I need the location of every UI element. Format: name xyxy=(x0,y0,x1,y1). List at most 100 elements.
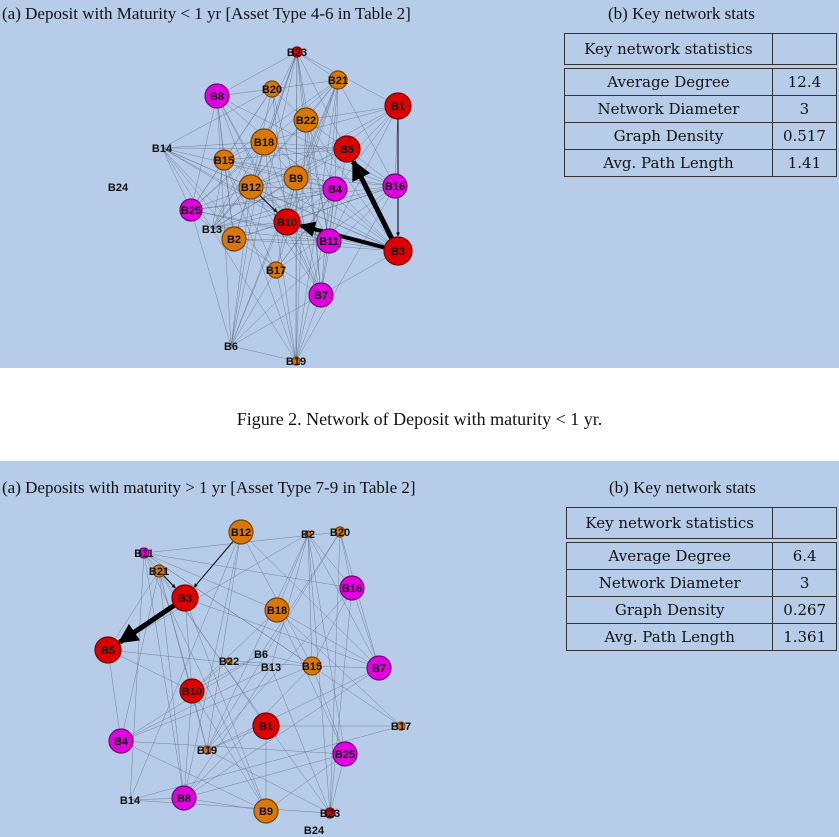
node-label: B4 xyxy=(114,736,129,748)
graph-edge xyxy=(334,188,399,252)
node-b16: B16 xyxy=(339,575,365,601)
node-circle xyxy=(213,149,235,171)
panel-2-title-a: (a) Deposits with maturity > 1 yr [Asset… xyxy=(2,478,416,497)
graph-edge xyxy=(260,531,341,655)
node-b11: B11 xyxy=(316,228,342,254)
graph-edge xyxy=(295,119,307,362)
graph-edge xyxy=(334,79,339,190)
graph-edge xyxy=(107,570,160,651)
node-label: B10 xyxy=(182,686,202,698)
node-b12: B12 xyxy=(238,174,264,200)
node-b7: B7 xyxy=(366,655,392,681)
graph-edge xyxy=(143,552,402,727)
graph-edge xyxy=(183,531,242,799)
graph-edge xyxy=(183,690,193,799)
node-label: B25 xyxy=(181,205,201,217)
directed-edge-B12-B10 xyxy=(259,195,278,213)
node-b4: B4 xyxy=(108,728,134,754)
figure-caption: Figure 2. Network of Deposit with maturi… xyxy=(236,409,603,429)
graph-edge xyxy=(183,753,346,799)
node-b14: B14 xyxy=(120,795,141,807)
node-label: B19 xyxy=(197,745,217,757)
graph-edge xyxy=(276,609,402,727)
node-label: B17 xyxy=(391,721,411,733)
node-label: B16 xyxy=(342,583,362,595)
graph-edge xyxy=(216,95,288,223)
node-label: B20 xyxy=(262,84,282,96)
graph-edge xyxy=(161,147,252,188)
stats-label: Graph Density xyxy=(564,122,773,150)
node-circle xyxy=(334,526,346,538)
stats-value: 3 xyxy=(771,95,838,123)
node-label: B24 xyxy=(304,825,325,837)
stats-value: 1.41 xyxy=(771,149,838,177)
node-circle xyxy=(108,728,134,754)
node-b13: B13 xyxy=(261,662,281,674)
graph-edge xyxy=(270,666,331,814)
node-circle xyxy=(396,721,406,731)
node-b2: B2 xyxy=(221,226,247,252)
directed-edge-B3-B10 xyxy=(298,221,385,250)
graph-edge xyxy=(211,177,297,230)
graph-edge xyxy=(230,185,396,347)
graph-edge xyxy=(223,159,235,240)
node-b23: B23 xyxy=(287,46,307,59)
graph-edge xyxy=(190,141,265,211)
node-circle xyxy=(308,282,334,308)
graph-edge xyxy=(211,79,339,230)
stats-value: 1.361 xyxy=(772,623,837,651)
graph-edge xyxy=(223,159,297,362)
graph-edge xyxy=(263,141,336,190)
graph-edge xyxy=(296,51,330,242)
graph-edge xyxy=(295,177,399,252)
node-b20: B20 xyxy=(330,526,350,539)
node-label: B4 xyxy=(328,184,343,196)
stats-label: Average Degree xyxy=(564,68,773,96)
node-label: B14 xyxy=(120,795,141,807)
graph-edge xyxy=(206,667,380,751)
node-circle xyxy=(304,530,312,538)
node-circle xyxy=(252,712,280,740)
graph-edge xyxy=(311,587,353,667)
graph-edge xyxy=(190,185,396,211)
graph-edge xyxy=(263,141,348,150)
graph-edge xyxy=(143,552,185,799)
node-b23: B23 xyxy=(320,807,340,820)
node-circle xyxy=(322,176,348,202)
graph-edge xyxy=(206,531,242,751)
node-label: B13 xyxy=(202,224,222,236)
graph-edge xyxy=(183,665,313,799)
directed-edge-B3-B5 xyxy=(351,159,394,240)
node-circle xyxy=(283,165,309,191)
node-label: B22 xyxy=(296,115,316,127)
graph-edge xyxy=(216,51,298,97)
node-circle xyxy=(328,70,348,90)
graph-edge xyxy=(216,95,322,296)
node-b20: B20 xyxy=(262,80,282,98)
graph-edge xyxy=(250,186,322,296)
graph-edge xyxy=(230,345,297,362)
node-b8: B8 xyxy=(204,83,230,109)
node-circle xyxy=(333,135,361,163)
node-b7: B7 xyxy=(308,282,334,308)
node-b22: B22 xyxy=(293,107,319,133)
graph-edge xyxy=(107,649,272,668)
stats-label: Network Diameter xyxy=(564,95,773,123)
figure-panel-2: (a) Deposits with maturity > 1 yr [Asset… xyxy=(0,461,839,837)
node-label: B23 xyxy=(287,47,307,59)
graph-edge xyxy=(275,269,297,362)
graph-edge xyxy=(190,95,218,211)
node-circle xyxy=(171,584,199,612)
graph-edge xyxy=(271,88,288,223)
graph-edge xyxy=(223,79,339,161)
node-b9: B9 xyxy=(253,798,279,824)
graph-edge xyxy=(240,531,380,669)
graph-edge xyxy=(307,533,380,669)
edge-group xyxy=(107,531,402,814)
node-label: B23 xyxy=(320,808,340,820)
graph-edge xyxy=(158,570,185,799)
node-b25: B25 xyxy=(332,741,358,767)
node-circle xyxy=(138,547,150,559)
graph-edge xyxy=(184,597,193,692)
graph-edge xyxy=(120,740,267,812)
